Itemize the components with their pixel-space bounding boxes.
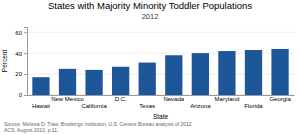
x-tick: Georgia: [269, 96, 291, 102]
x-tick: California: [81, 103, 107, 109]
x-tick: D.C.: [115, 96, 127, 102]
bar: [245, 50, 262, 95]
x-tick: New Mexico: [51, 96, 84, 102]
y-tick-label: 0: [19, 92, 23, 98]
axis-line: [24, 28, 28, 96]
x-axis: HawaiiNew MexicoCalifornia D.C. Texas Nevad…: [28, 96, 295, 110]
y-axis-label: Percent: [1, 50, 8, 73]
y-tick: 0: [19, 92, 27, 98]
x-tick: Texas: [139, 103, 155, 109]
x-tick-label: Arizona: [190, 103, 211, 109]
bar: [85, 70, 102, 95]
x-tick-label: Hawaii: [32, 103, 50, 109]
chart: States with Majority Minority Toddler Po…: [0, 0, 300, 135]
x-tick-label: Texas: [139, 103, 155, 109]
y-tick-label: 60: [15, 30, 22, 36]
bar: [165, 55, 182, 95]
y-tick-label: 40: [15, 51, 22, 57]
grid-line: [27, 32, 294, 33]
x-tick-label: D.C.: [115, 96, 127, 102]
x-tick-label: Florida: [244, 103, 263, 109]
y-tick-mark: [24, 95, 27, 96]
bars: [32, 49, 288, 95]
x-tick-label: Maryland: [215, 96, 240, 102]
y-tick: 20: [15, 71, 27, 77]
x-tick: Hawaii: [32, 103, 50, 109]
title: States with Majority Minority Toddler Po…: [48, 0, 252, 11]
bar: [218, 51, 235, 95]
grid: [27, 32, 294, 95]
bar: [32, 77, 49, 95]
y-tick: 40: [15, 51, 27, 57]
source-line: ACS. August 2013, p.11.: [4, 127, 58, 133]
source: Source: Melissa D. Traw, Brookings Insti…: [4, 121, 192, 133]
subtitle: 2012: [142, 12, 159, 21]
x-tick: Maryland: [215, 96, 240, 102]
x-axis-label: State: [153, 113, 169, 120]
bar: [192, 53, 209, 95]
x-tick-label: California: [81, 103, 107, 109]
y-tick: 60: [15, 30, 27, 36]
plot: HawaiiNew MexicoCalifornia D.C. Texas Nevad…: [15, 28, 294, 110]
x-tick-label: Nevada: [163, 96, 184, 102]
y-tick-mark: [24, 53, 27, 54]
x-tick-label: Georgia: [269, 96, 291, 102]
bar: [139, 63, 156, 95]
bar: [112, 67, 129, 95]
x-tick-label: New Mexico: [51, 96, 84, 102]
x-tick: Florida: [244, 103, 263, 109]
y-axis: 0 20 40 60: [15, 28, 27, 99]
y-tick-mark: [24, 74, 27, 75]
bar: [271, 49, 288, 95]
y-tick-label: 20: [15, 71, 22, 77]
x-tick: Arizona: [190, 103, 211, 109]
x-tick: Nevada: [163, 96, 184, 102]
bar: [59, 69, 76, 95]
y-tick-mark: [24, 32, 27, 33]
